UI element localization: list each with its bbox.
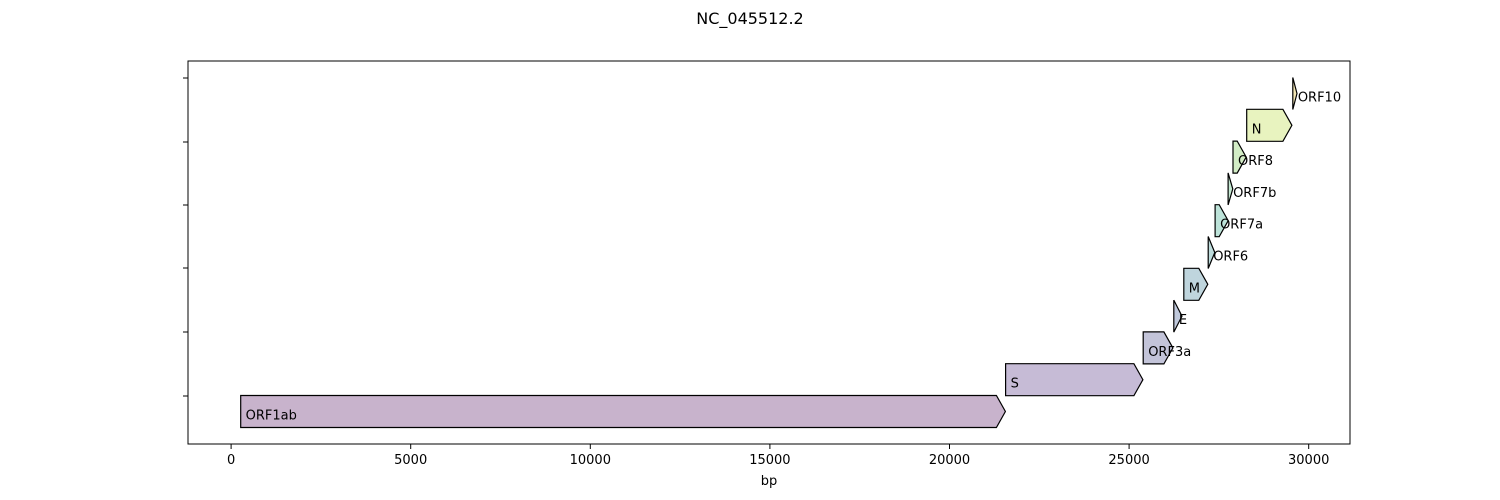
- x-tick-label: 30000: [1288, 453, 1329, 468]
- gene-label-n: N: [1252, 122, 1262, 137]
- gene-label-orf7b: ORF7b: [1233, 186, 1276, 201]
- gene-label-orf1ab: ORF1ab: [246, 409, 297, 424]
- x-tick-label: 15000: [749, 453, 790, 468]
- gene-track: ORF1ab S ORF3a E M ORF6 ORF7a ORF7b ORF8 N ORF10: [240, 77, 1341, 429]
- gene-arrow-orf3a: [1142, 331, 1174, 365]
- gene-arrow-orf1ab: [240, 394, 1007, 429]
- gene-label-orf6: ORF6: [1213, 250, 1248, 265]
- gene-arrow-orf8: [1232, 140, 1247, 174]
- gene-arrow-orf7a: [1214, 204, 1229, 238]
- gene-arrow-orf10: [1292, 77, 1298, 110]
- plot-frame: [187, 60, 1351, 445]
- y-axis-ticks: [183, 77, 188, 397]
- x-tick-label: 20000: [929, 453, 970, 468]
- gene-arrow-e: [1173, 299, 1183, 333]
- gene-arrow-orf7b: [1227, 172, 1234, 206]
- gene-label-orf3a: ORF3a: [1148, 345, 1191, 360]
- gene-arrow-m: [1183, 267, 1209, 301]
- gene-label-m: M: [1189, 281, 1200, 296]
- x-tick-label: 25000: [1108, 453, 1149, 468]
- x-axis-label: bp: [761, 474, 778, 489]
- x-tick-label: 10000: [570, 453, 611, 468]
- gene-label-e: E: [1179, 313, 1187, 328]
- gene-arrow-orf6: [1207, 236, 1216, 269]
- x-axis: 0 5000 10000 15000 20000 25000 30000: [227, 444, 1329, 468]
- gene-arrow-n: [1246, 108, 1293, 142]
- x-tick-label: 5000: [394, 453, 427, 468]
- gene-label-orf8: ORF8: [1238, 154, 1273, 169]
- gene-arrow-s: [1004, 363, 1144, 397]
- gene-label-orf10: ORF10: [1298, 91, 1341, 106]
- x-tick-label: 0: [227, 453, 235, 468]
- chart-title: NC_045512.2: [696, 9, 803, 29]
- gene-label-orf7a: ORF7a: [1220, 218, 1263, 233]
- gene-label-s: S: [1011, 377, 1019, 392]
